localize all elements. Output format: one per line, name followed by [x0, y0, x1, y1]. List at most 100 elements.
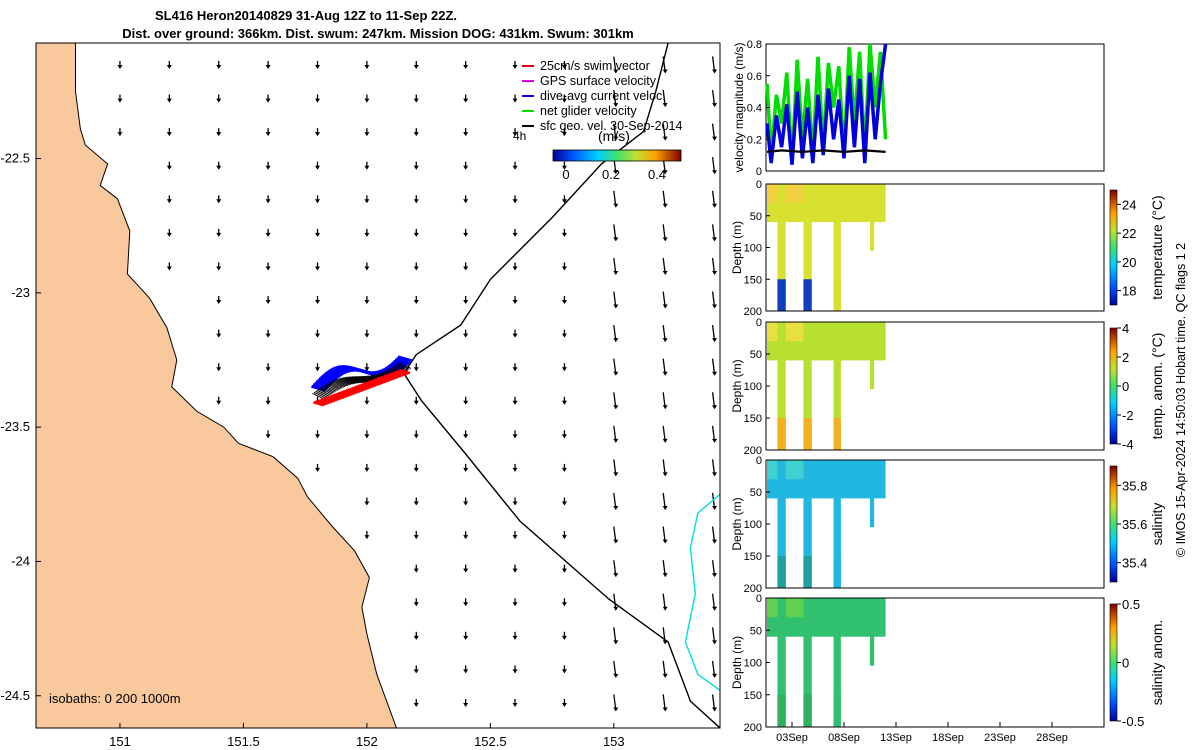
map-axis-ticks: 151 151.5 152 152.5 153 -22.5 -23 -23.5 -24 -24.5 [0, 151, 624, 749]
current-vector-head-111 [265, 367, 271, 372]
section-ytick-label-2-4: 200 [744, 583, 762, 595]
current-vector-head-103 [413, 333, 419, 338]
current-vector-head-98 [712, 304, 718, 309]
current-vector-head-17 [265, 98, 271, 103]
current-vector-head-190 [512, 669, 518, 674]
map-ytick-label-2: -23.5 [0, 419, 30, 434]
current-vector-head-170 [561, 568, 567, 573]
speed-colorbar [552, 149, 682, 162]
vel-ytick-label-0: 0 [756, 166, 762, 178]
current-vector-head-71 [512, 232, 518, 237]
current-vector-head-173 [712, 573, 718, 578]
current-vector-head-110 [216, 367, 222, 372]
current-vector-head-23 [561, 98, 567, 103]
current-vector-head-155 [561, 501, 567, 506]
current-vector-head-149 [662, 472, 668, 477]
current-vector-head-13 [712, 69, 718, 74]
current-vector-head-72 [561, 232, 567, 237]
current-vector-head-189 [463, 669, 469, 674]
section-profile-deep-3-1 [803, 694, 812, 727]
current-vector-head-180 [712, 606, 718, 611]
track-blue-seg-58 [396, 356, 411, 364]
current-vector-head-95 [561, 300, 567, 305]
section-cbar-tick-label-2-2: 35.8 [1122, 478, 1147, 493]
current-vector-head-193 [662, 673, 668, 678]
track-black-seg-21 [343, 377, 356, 385]
current-vector-head-101 [315, 333, 321, 338]
current-vector-head-124 [364, 400, 370, 405]
velocity-series-2 [766, 149, 886, 154]
title-line-1: SL416 Heron20140829 31-Aug 12Z to 11-Sep… [155, 8, 457, 23]
track-blue-seg-59 [397, 355, 413, 363]
current-vector-head-156 [613, 506, 619, 511]
section-ytick-label-3-1: 50 [750, 625, 762, 637]
current-vector-head-78 [265, 266, 271, 271]
track-black-seg-17 [337, 378, 350, 386]
current-vector-head-40 [166, 165, 172, 170]
current-vector-head-165 [662, 539, 668, 544]
section-cbar-tick-label-2-1: 35.6 [1122, 517, 1147, 532]
section-surface2-3 [767, 598, 809, 618]
current-vector-head-136 [463, 434, 469, 439]
current-vector-head-128 [561, 400, 567, 405]
track-blue-seg-6 [319, 375, 335, 383]
current-vector-head-21 [463, 98, 469, 103]
velocity-series-1 [765, 43, 888, 165]
section-profile-deep-2-0 [777, 556, 786, 588]
current-vector-head-48 [561, 165, 567, 170]
current-vector-head-8 [463, 64, 469, 69]
current-vector-head-67 [315, 232, 321, 237]
track-black-seg-28 [353, 376, 366, 383]
section-surface2-1 [767, 322, 809, 342]
current-vector-head-169 [512, 568, 518, 573]
current-vector-head-77 [216, 266, 222, 271]
current-vector-head-46 [463, 165, 469, 170]
section-profile-0-1 [803, 184, 812, 311]
current-vector-head-140 [662, 438, 668, 443]
track-black-seg-4 [318, 388, 331, 396]
current-vector-head-134 [364, 434, 370, 439]
track-black-seg-10 [326, 383, 340, 391]
current-vector-head-37 [613, 136, 619, 141]
current-vector-head-144 [413, 467, 419, 472]
current-vector-head-38 [662, 136, 668, 141]
current-vector-head-141 [712, 438, 718, 443]
section-ytick-label-1-2: 100 [744, 381, 762, 393]
current-vector-head-167 [413, 568, 419, 573]
current-vector-head-184 [561, 635, 567, 640]
current-vector-head-94 [512, 300, 518, 305]
section-cbar-tick-label-3-2: 0.5 [1122, 597, 1140, 612]
current-vector-head-150 [712, 472, 718, 477]
current-vector-head-65 [216, 232, 222, 237]
section-profile-deep-1-1 [803, 418, 812, 450]
section-cbar-tick-label-1-3: 2 [1122, 350, 1129, 365]
current-vector-head-201 [712, 707, 718, 712]
current-vector-head-145 [463, 467, 469, 472]
track-black-seg-23 [345, 376, 359, 384]
current-vector-head-64 [166, 232, 172, 237]
current-vector-head-58 [463, 199, 469, 204]
current-vector-head-121 [216, 400, 222, 405]
current-vector-head-109 [712, 338, 718, 343]
isobath-200m-line [403, 43, 720, 728]
section-ytick-label-3-4: 200 [744, 722, 762, 734]
current-vector-head-146 [512, 467, 518, 472]
section-profile-3-3 [870, 598, 875, 666]
current-vector-head-47 [512, 165, 518, 170]
track-black-seg-30 [356, 375, 369, 383]
map-ytick-label-0: -22.5 [0, 151, 30, 166]
current-vector-head-30 [265, 132, 271, 137]
vel-ylabel: velocity magnitude (m/s) [732, 42, 746, 172]
current-vector-head-127 [512, 400, 518, 405]
bottom-xtick-label-5: 28Sep [1036, 732, 1068, 744]
track-red-seg-59 [399, 368, 411, 375]
current-vector-head-69 [413, 232, 419, 237]
current-vector-head-87 [712, 270, 718, 275]
current-vector-head-120 [712, 371, 718, 376]
track-black-seg-3 [316, 389, 330, 397]
current-vector-head-66 [265, 232, 271, 237]
current-vector-head-191 [561, 669, 567, 674]
current-vector-head-182 [463, 635, 469, 640]
current-vector-head-176 [512, 602, 518, 607]
